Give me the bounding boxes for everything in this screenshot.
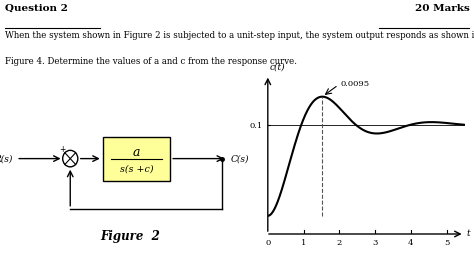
Text: 20 Marks: 20 Marks xyxy=(414,4,469,13)
Text: R(s): R(s) xyxy=(0,154,12,163)
Text: s(s +c): s(s +c) xyxy=(119,164,153,173)
Text: +: + xyxy=(59,145,65,154)
FancyBboxPatch shape xyxy=(103,136,170,181)
Text: C(s): C(s) xyxy=(231,154,249,163)
Text: c(t): c(t) xyxy=(269,63,285,72)
Text: Figure  2: Figure 2 xyxy=(100,230,160,243)
Text: Question 2: Question 2 xyxy=(5,4,68,13)
Text: a: a xyxy=(133,146,140,159)
Text: t: t xyxy=(467,230,470,238)
Text: Figure 4. Determine the values of a and c from the response curve.: Figure 4. Determine the values of a and … xyxy=(5,57,297,66)
Text: When the system shown in Figure 2 is subjected to a unit-step input, the system : When the system shown in Figure 2 is sub… xyxy=(5,31,474,40)
Text: 0.0095: 0.0095 xyxy=(340,80,369,88)
